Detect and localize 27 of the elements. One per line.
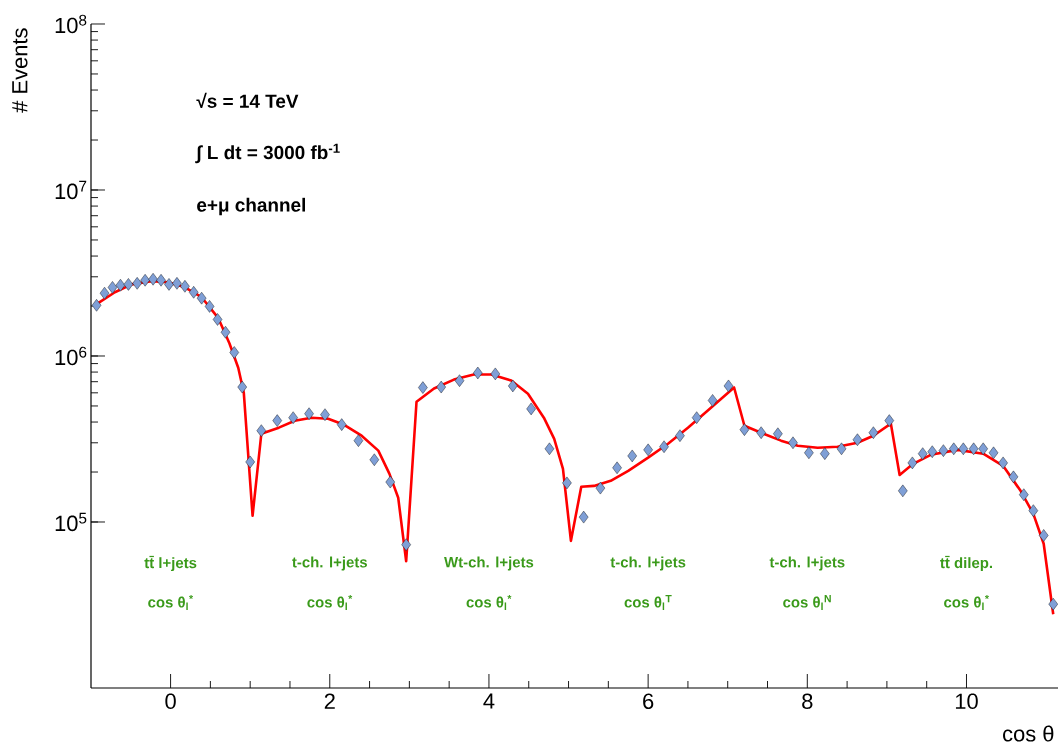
x-tick-label: 4: [483, 693, 495, 709]
annotation: t-ch. l+jets: [610, 556, 686, 571]
x-axis-title: cos θ: [1003, 725, 1054, 742]
annotation: tt̄ l+jets: [144, 555, 197, 572]
annotation: cos θ$_{l}$T: [624, 594, 672, 611]
annotation: cos θ$_{l}$N: [783, 594, 831, 611]
annotation: cos θ$_{l}$*: [148, 594, 194, 611]
x-tick-label: 8: [802, 693, 813, 710]
y-tick-label: 10$^{6}$: [55, 346, 87, 366]
x-tick-label: 2: [324, 693, 335, 709]
y-tick-label: 10$^{5}$: [55, 512, 87, 532]
annotation: cos θ$_{l}$*: [466, 594, 512, 611]
y-tick-label: 10$^{8}$: [55, 14, 87, 34]
annotation: t-ch. l+jets: [769, 556, 845, 571]
annotation: cos θ$_{l}$*: [307, 594, 353, 611]
annotation: tt̄ dilep.: [940, 555, 993, 572]
annotation: cos θ$_{l}$*: [944, 594, 989, 611]
x-tick-label: 10: [955, 693, 978, 710]
annotation: t-ch. l+jets: [292, 556, 367, 571]
annotation: e+μ channel: [197, 197, 305, 216]
y-axis-title: # Events: [12, 28, 28, 113]
annotation: √s = 14 TeV: [196, 92, 299, 108]
x-tick-label: 0: [165, 693, 176, 710]
annotation: ∫ L dt = 3000 fb$^{-1}$: [195, 143, 340, 164]
y-tick-label: 10$^{7}$: [55, 180, 87, 200]
x-tick-label: 6: [643, 693, 654, 710]
annotation: Wt-ch. l+jets: [444, 556, 534, 571]
